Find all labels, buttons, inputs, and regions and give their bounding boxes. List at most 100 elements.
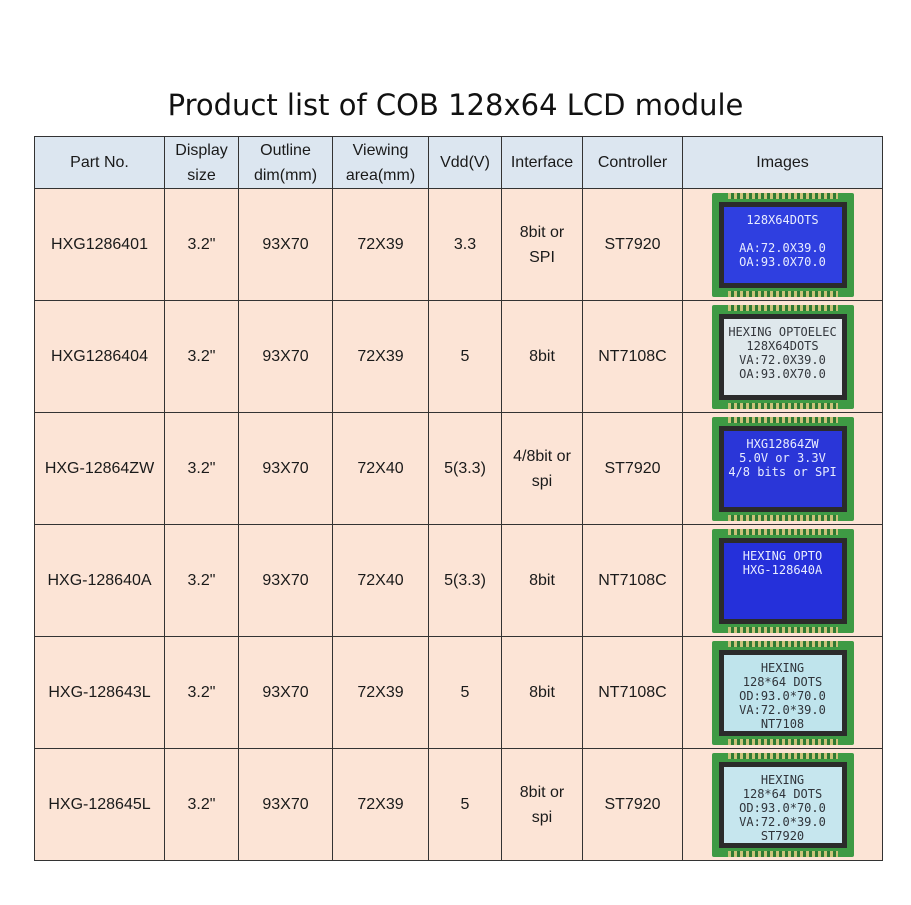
- lcd-module-image: HEXING OPTO HXG-128640A: [711, 528, 854, 633]
- lcd-screen-line: AA:72.0X39.0: [739, 240, 826, 255]
- lcd-screen-line: HEXING OPTOELEC: [728, 324, 837, 339]
- interface-cell: 8bit: [501, 524, 583, 637]
- outline-dim-cell: 93X70: [238, 412, 333, 525]
- viewing-area-cell: 72X39: [332, 748, 429, 861]
- header-outline-dim: Outline dim(mm): [238, 136, 333, 189]
- display-size-cell: 3.2": [164, 300, 239, 413]
- lcd-screen: HXG12864ZW 5.0V or 3.3V 4/8 bits or SPI: [723, 430, 842, 507]
- part-no-cell: HXG-128640A: [34, 524, 165, 637]
- viewing-area-cell: 72X40: [332, 524, 429, 637]
- lcd-screen: HEXING OPTO HXG-128640A: [723, 542, 842, 619]
- header-interface: Interface: [501, 136, 583, 189]
- vdd-cell: 5: [428, 748, 502, 861]
- viewing-area-cell: 72X40: [332, 412, 429, 525]
- lcd-screen-line: 128*64 DOTS: [742, 786, 823, 801]
- controller-cell: NT7108C: [582, 300, 683, 413]
- table-row: HXG1286401 3.2" 93X70 72X39 3.3 8bit or SPI ST7…: [34, 188, 883, 301]
- header-row: Part No. Display size Outline dim(mm) View…: [34, 136, 883, 189]
- outline-dim-cell: 93X70: [238, 524, 333, 637]
- outline-dim-cell: 93X70: [238, 748, 333, 861]
- lcd-screen: HEXING OPTOELEC 128X64DOTS VA:72.0X39.0 OA:…: [723, 318, 842, 395]
- lcd-screen-line: HXG12864ZW: [746, 436, 819, 451]
- header-display-size: Display size: [164, 136, 239, 189]
- lcd-screen-line: HEXING: [760, 772, 805, 787]
- vdd-cell: 5(3.3): [428, 412, 502, 525]
- display-size-cell: 3.2": [164, 412, 239, 525]
- interface-cell: 8bit or spi: [501, 748, 583, 861]
- lcd-screen: HEXING 128*64 DOTS OD:93.0*70.0 VA:72.0*39.…: [723, 654, 842, 731]
- image-cell: HXG12864ZW 5.0V or 3.3V 4/8 bits or SPI: [682, 412, 883, 525]
- controller-cell: NT7108C: [582, 524, 683, 637]
- lcd-screen-line: OD:93.0*70.0: [739, 688, 826, 703]
- table-row: HXG-128645L 3.2" 93X70 72X39 5 8bit or spi ST79…: [34, 748, 883, 861]
- header-controller: Controller: [582, 136, 683, 189]
- lcd-screen-line: HXG-128640A: [742, 562, 823, 577]
- lcd-module-image: HEXING 128*64 DOTS OD:93.0*70.0 VA:72.0*39.…: [711, 640, 854, 745]
- lcd-screen-line: 5.0V or 3.3V: [739, 450, 826, 465]
- lcd-screen-line: 128X64DOTS: [746, 212, 819, 227]
- table-row: HXG1286404 3.2" 93X70 72X39 5 8bit NT7108C HEXI…: [34, 300, 883, 413]
- controller-cell: ST7920: [582, 412, 683, 525]
- vdd-cell: 3.3: [428, 188, 502, 301]
- lcd-screen-line: HEXING: [760, 660, 805, 675]
- controller-cell: NT7108C: [582, 636, 683, 749]
- image-cell: HEXING OPTO HXG-128640A: [682, 524, 883, 637]
- interface-cell: 8bit: [501, 636, 583, 749]
- header-vdd: Vdd(V): [428, 136, 502, 189]
- vdd-cell: 5(3.3): [428, 524, 502, 637]
- part-no-cell: HXG-128645L: [34, 748, 165, 861]
- interface-cell: 8bit or SPI: [501, 188, 583, 301]
- image-cell: HEXING OPTOELEC 128X64DOTS VA:72.0X39.0 OA:…: [682, 300, 883, 413]
- lcd-screen-line: VA:72.0X39.0: [739, 352, 826, 367]
- lcd-screen-line: [724, 227, 842, 241]
- lcd-screen: HEXING 128*64 DOTS OD:93.0*70.0 VA:72.0*39.…: [723, 766, 842, 843]
- display-size-cell: 3.2": [164, 524, 239, 637]
- product-table: Part No. Display size Outline dim(mm) View…: [34, 136, 883, 861]
- vdd-cell: 5: [428, 300, 502, 413]
- display-size-cell: 3.2": [164, 636, 239, 749]
- outline-dim-cell: 93X70: [238, 636, 333, 749]
- lcd-screen-line: HEXING OPTO: [742, 548, 823, 563]
- lcd-screen-line: 4/8 bits or SPI: [728, 464, 837, 479]
- lcd-screen-line: OA:93.0X70.0: [739, 366, 826, 381]
- lcd-screen: 128X64DOTS AA:72.0X39.0 OA:93.0X70.0: [723, 206, 842, 283]
- interface-cell: 4/8bit or spi: [501, 412, 583, 525]
- table-row: HXG-128643L 3.2" 93X70 72X39 5 8bit NT7108C HEX…: [34, 636, 883, 749]
- interface-cell: 8bit: [501, 300, 583, 413]
- lcd-screen-line: 128X64DOTS: [746, 338, 819, 353]
- controller-cell: ST7920: [582, 188, 683, 301]
- viewing-area-cell: 72X39: [332, 636, 429, 749]
- lcd-screen-line: VA:72.0*39.0: [739, 814, 826, 829]
- header-viewing-area: Viewing area(mm): [332, 136, 429, 189]
- header-part-no: Part No.: [34, 136, 165, 189]
- lcd-screen-line: OD:93.0*70.0: [739, 800, 826, 815]
- lcd-module-image: HEXING OPTOELEC 128X64DOTS VA:72.0X39.0 OA:…: [711, 304, 854, 409]
- image-cell: 128X64DOTS AA:72.0X39.0 OA:93.0X70.0: [682, 188, 883, 301]
- lcd-screen-line: 128*64 DOTS: [742, 674, 823, 689]
- lcd-module-image: HEXING 128*64 DOTS OD:93.0*70.0 VA:72.0*39.…: [711, 752, 854, 857]
- part-no-cell: HXG1286404: [34, 300, 165, 413]
- lcd-module-image: HXG12864ZW 5.0V or 3.3V 4/8 bits or SPI: [711, 416, 854, 521]
- lcd-screen-line: OA:93.0X70.0: [739, 254, 826, 269]
- page-title: Product list of COB 128x64 LCD module: [167, 88, 744, 122]
- outline-dim-cell: 93X70: [238, 188, 333, 301]
- display-size-cell: 3.2": [164, 188, 239, 301]
- part-no-cell: HXG1286401: [34, 188, 165, 301]
- outline-dim-cell: 93X70: [238, 300, 333, 413]
- header-images: Images: [682, 136, 883, 189]
- table-row: HXG-12864ZW 3.2" 93X70 72X40 5(3.3) 4/8bit or…: [34, 412, 883, 525]
- image-cell: HEXING 128*64 DOTS OD:93.0*70.0 VA:72.0*39.…: [682, 636, 883, 749]
- image-cell: HEXING 128*64 DOTS OD:93.0*70.0 VA:72.0*39.…: [682, 748, 883, 861]
- lcd-screen-line: VA:72.0*39.0: [739, 702, 826, 717]
- lcd-screen-line: ST7920: [760, 828, 805, 843]
- controller-cell: ST7920: [582, 748, 683, 861]
- part-no-cell: HXG-12864ZW: [34, 412, 165, 525]
- viewing-area-cell: 72X39: [332, 188, 429, 301]
- lcd-screen-line: NT7108: [760, 716, 805, 731]
- viewing-area-cell: 72X39: [332, 300, 429, 413]
- display-size-cell: 3.2": [164, 748, 239, 861]
- lcd-module-image: 128X64DOTS AA:72.0X39.0 OA:93.0X70.0: [711, 192, 854, 297]
- part-no-cell: HXG-128643L: [34, 636, 165, 749]
- vdd-cell: 5: [428, 636, 502, 749]
- table-row: HXG-128640A 3.2" 93X70 72X40 5(3.3) 8bit NT710…: [34, 524, 883, 637]
